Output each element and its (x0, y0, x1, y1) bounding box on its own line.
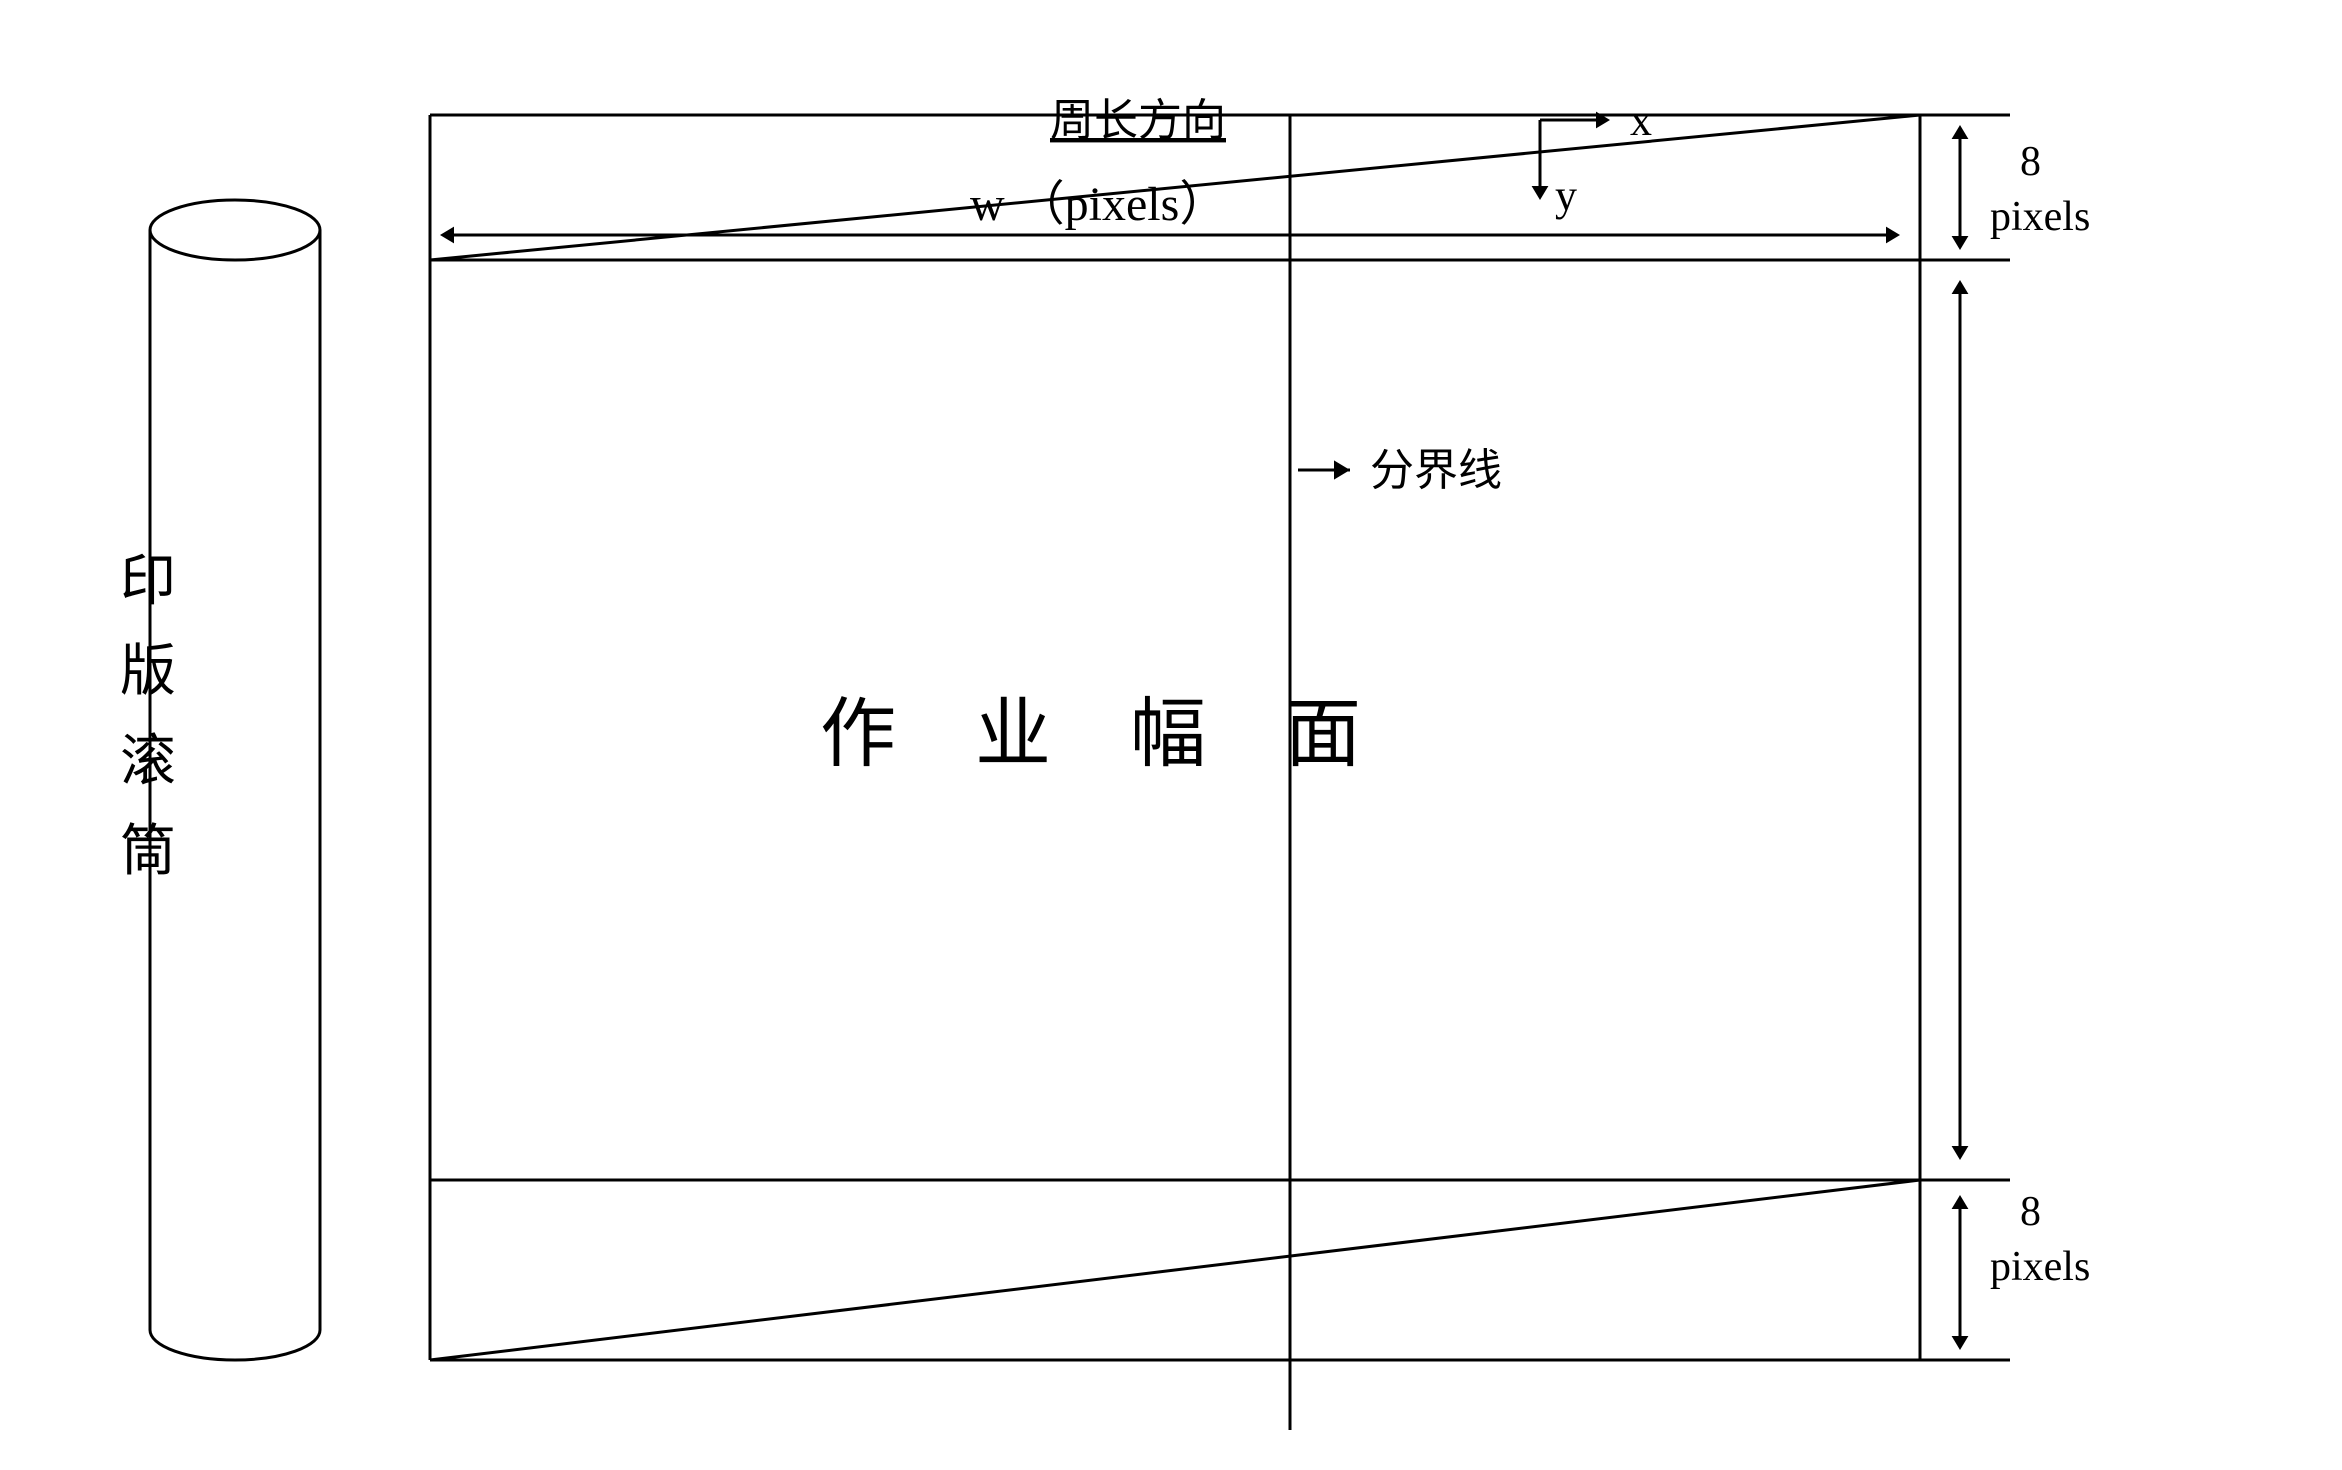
divider-label: 分界线 (1370, 446, 1502, 495)
cylinder-label-char: 版 (120, 641, 176, 703)
work-area-label: 作 业 幅 面 (820, 693, 1391, 777)
eight-pixels-bottom-unit: pixels (1990, 1244, 2090, 1290)
eight-pixels-top-unit: pixels (1990, 194, 2090, 240)
cylinder-label-char: 印 (120, 551, 176, 613)
eight-pixels-bottom-number: 8 (2020, 1189, 2041, 1235)
cylinder-label-char: 筒 (120, 821, 176, 883)
w-pixels-label: w （pixels） (970, 178, 1227, 231)
x-axis-label: x (1630, 96, 1652, 145)
cylinder-top (150, 200, 320, 260)
circumference-direction-label: 周长方向 (1050, 96, 1226, 145)
eight-pixels-top-number: 8 (2020, 139, 2041, 185)
cylinder-body (150, 230, 320, 1360)
cylinder-label-char: 滚 (120, 731, 176, 793)
y-axis-label: y (1555, 171, 1577, 220)
